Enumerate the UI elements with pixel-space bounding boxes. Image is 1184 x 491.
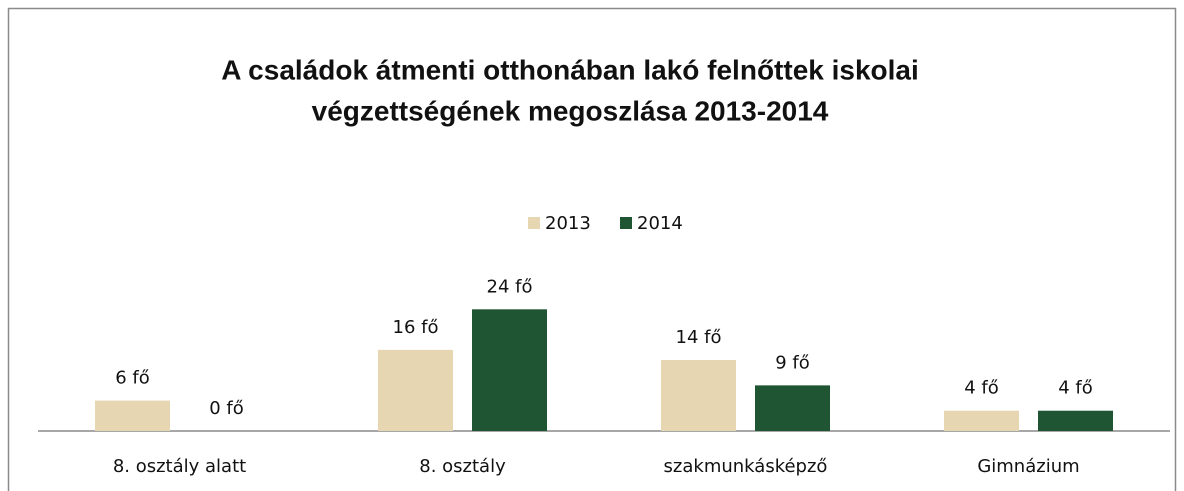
chart-title: végzettségének megoszlása 2013-2014 bbox=[312, 95, 829, 126]
legend-label: 2013 bbox=[545, 213, 591, 234]
x-tick-label: 8. osztály alatt bbox=[113, 456, 246, 477]
legend-swatch bbox=[620, 217, 632, 229]
bar bbox=[944, 410, 1019, 431]
x-tick-label: szakmunkásképző bbox=[664, 456, 828, 477]
data-label: 14 fő bbox=[676, 327, 722, 348]
data-label: 9 fő bbox=[775, 352, 810, 373]
chart-title: A családok átmenti otthonában lakó felnő… bbox=[221, 54, 919, 85]
data-label: 4 fő bbox=[1058, 378, 1093, 399]
bar bbox=[378, 349, 453, 431]
bar bbox=[472, 309, 547, 431]
data-label: 6 fő bbox=[115, 368, 150, 389]
bar bbox=[755, 385, 830, 431]
x-tick-label: 8. osztály bbox=[419, 456, 506, 477]
bar bbox=[95, 400, 170, 431]
data-label: 0 fő bbox=[209, 398, 244, 419]
x-tick-label: Gimnázium bbox=[977, 456, 1079, 477]
data-label: 4 fő bbox=[964, 378, 999, 399]
chart-frame bbox=[7, 7, 1177, 491]
bar bbox=[1038, 410, 1113, 431]
data-label: 24 fő bbox=[487, 276, 533, 297]
legend-swatch bbox=[528, 217, 540, 229]
data-label: 16 fő bbox=[393, 317, 439, 338]
legend-label: 2014 bbox=[637, 213, 683, 234]
bar bbox=[661, 360, 736, 431]
